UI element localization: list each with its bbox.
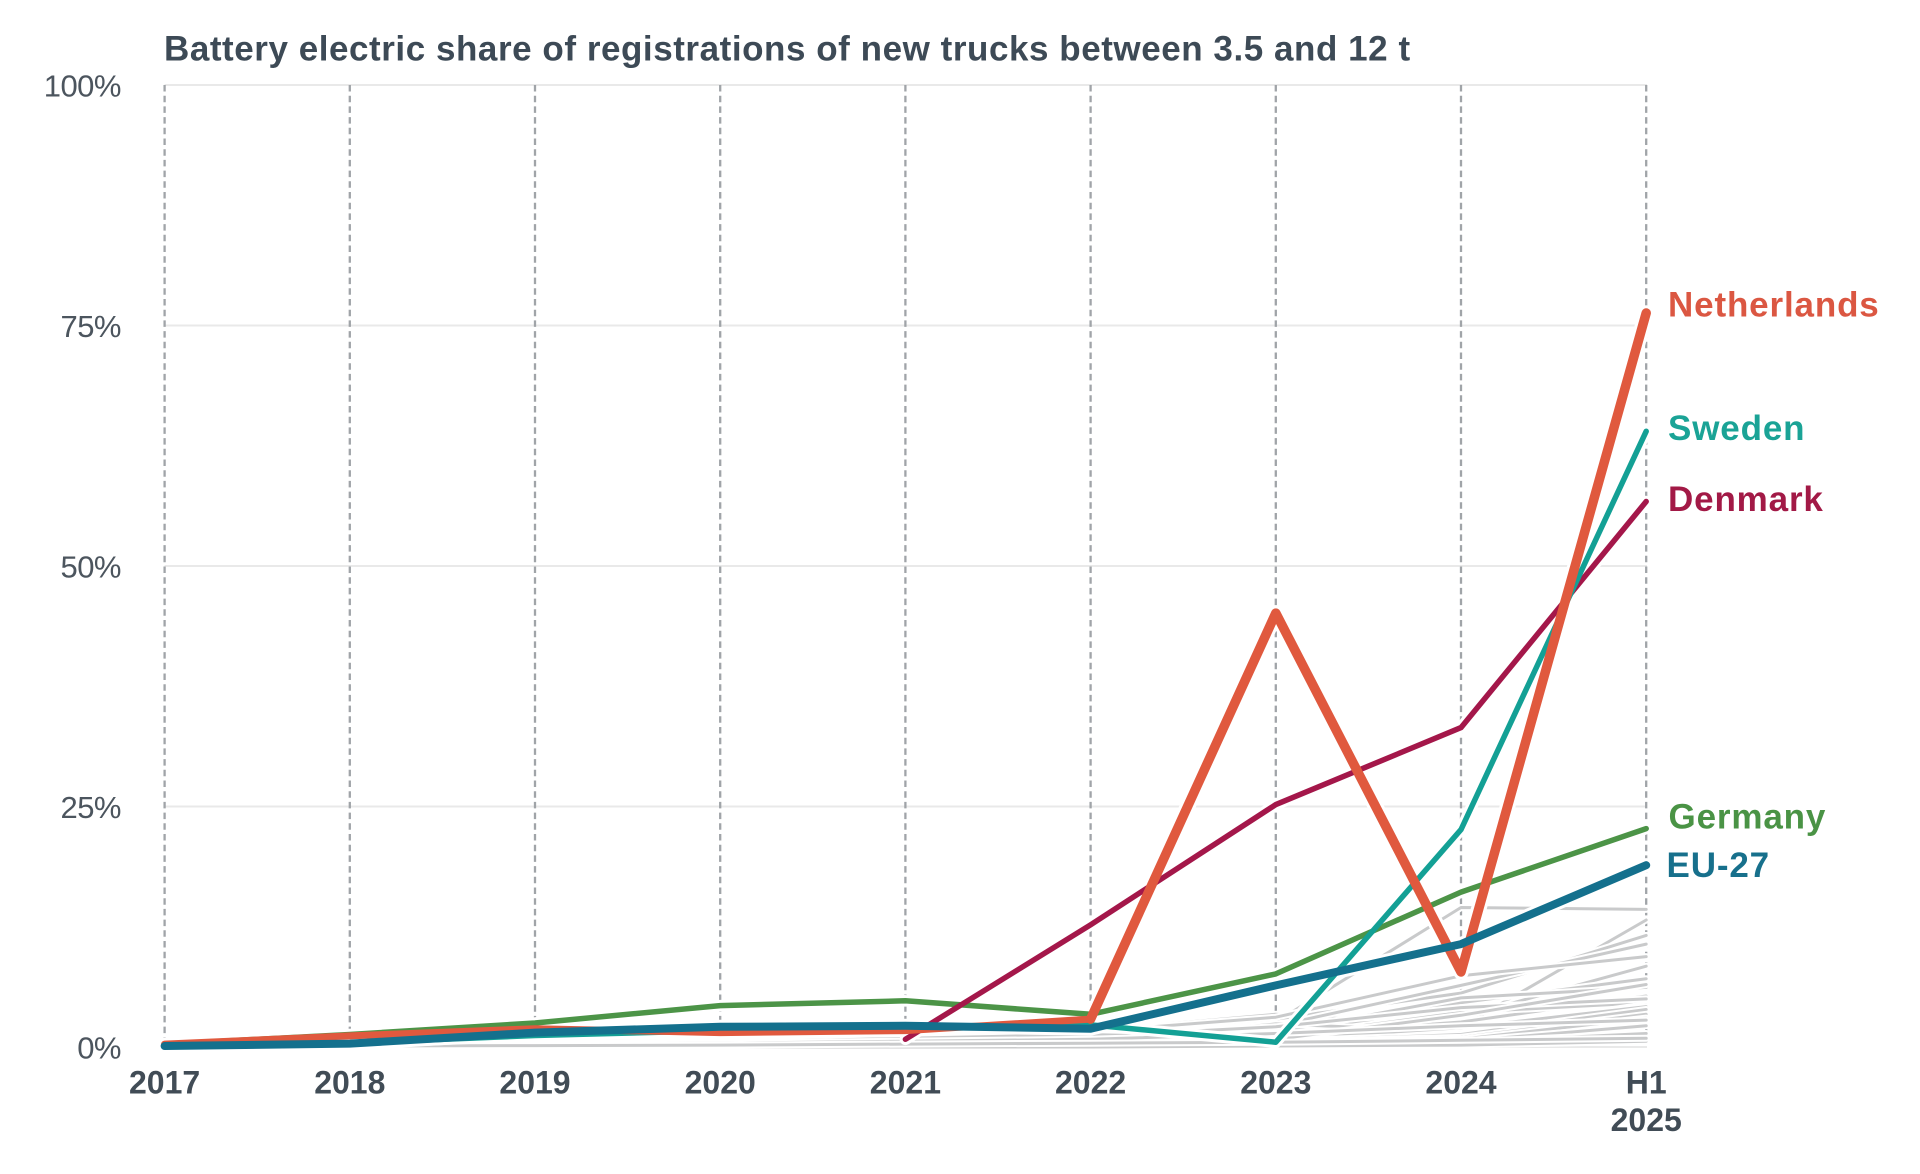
svg-text:25%: 25% [60,790,121,825]
svg-text:2025: 2025 [1611,1102,1682,1138]
svg-text:EU-27: EU-27 [1667,846,1770,885]
svg-text:0%: 0% [77,1031,121,1066]
svg-text:2023: 2023 [1240,1065,1311,1101]
svg-text:2017: 2017 [129,1065,200,1101]
svg-text:2024: 2024 [1425,1065,1496,1101]
svg-text:Netherlands: Netherlands [1668,286,1880,325]
svg-text:Denmark: Denmark [1668,480,1824,519]
svg-text:2021: 2021 [870,1065,941,1101]
svg-text:Sweden: Sweden [1668,409,1805,448]
svg-text:H1: H1 [1626,1065,1667,1101]
svg-text:2020: 2020 [685,1065,756,1101]
svg-text:2019: 2019 [499,1065,570,1101]
svg-text:2018: 2018 [314,1065,385,1101]
svg-text:100%: 100% [44,69,121,104]
svg-text:50%: 50% [60,550,121,585]
svg-text:Germany: Germany [1669,798,1827,837]
svg-text:2022: 2022 [1055,1065,1126,1101]
svg-text:Battery electric share of regi: Battery electric share of registrations … [164,30,1411,69]
svg-text:75%: 75% [60,309,121,344]
